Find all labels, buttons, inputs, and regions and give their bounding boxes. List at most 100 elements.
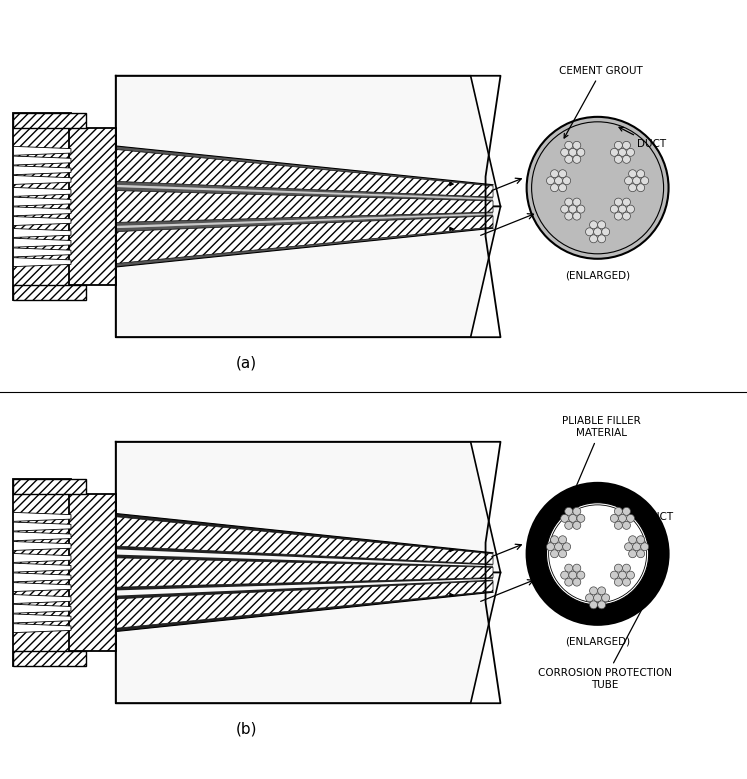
Circle shape [551,550,559,558]
Circle shape [559,170,566,178]
Circle shape [565,155,573,164]
Polygon shape [13,217,71,226]
Circle shape [615,564,622,572]
Text: CORROSION PROTECTION
TUBE: CORROSION PROTECTION TUBE [538,600,672,689]
Circle shape [622,507,630,516]
Circle shape [559,550,566,558]
Circle shape [547,502,648,605]
Text: (ENLARGED): (ENLARGED) [565,271,630,280]
Circle shape [636,170,645,178]
Polygon shape [13,156,71,165]
Circle shape [562,177,571,185]
Circle shape [568,571,577,579]
Circle shape [622,155,630,164]
Polygon shape [13,258,71,266]
Circle shape [577,148,585,157]
Circle shape [641,177,648,185]
Polygon shape [13,207,71,216]
Circle shape [627,148,634,157]
Text: (a): (a) [236,356,257,371]
Bar [69,494,116,651]
Circle shape [601,227,610,236]
Circle shape [586,227,594,236]
Circle shape [622,198,630,206]
Bar [13,479,71,666]
Circle shape [636,184,645,192]
Circle shape [547,177,554,185]
Circle shape [624,177,633,185]
Circle shape [551,184,559,192]
Polygon shape [116,513,493,554]
Circle shape [636,536,645,544]
Circle shape [589,587,598,595]
Text: DUCT: DUCT [619,127,666,149]
Circle shape [610,514,619,523]
Circle shape [619,571,627,579]
Circle shape [577,571,585,579]
Circle shape [561,514,568,523]
Circle shape [610,571,619,579]
Circle shape [559,536,566,544]
Polygon shape [116,206,500,337]
Polygon shape [13,573,71,582]
Circle shape [594,594,601,602]
Polygon shape [116,76,500,206]
Circle shape [598,587,606,595]
Circle shape [610,148,619,157]
Text: DUCT: DUCT [640,505,673,522]
Text: PLIABLE FILLER
MATERIAL: PLIABLE FILLER MATERIAL [562,417,641,499]
Circle shape [589,220,598,229]
Circle shape [622,578,630,586]
Circle shape [615,141,622,150]
Bar [13,285,86,300]
Circle shape [615,507,622,516]
Circle shape [562,543,571,551]
Polygon shape [13,248,71,257]
Polygon shape [13,532,71,541]
Circle shape [554,177,562,185]
Polygon shape [13,594,71,604]
Polygon shape [116,581,493,629]
Circle shape [573,212,580,220]
Polygon shape [116,185,493,199]
Circle shape [594,227,601,236]
Circle shape [589,601,598,609]
Circle shape [547,543,554,551]
Polygon shape [13,188,71,196]
Text: (b): (b) [236,722,257,737]
Circle shape [565,564,573,572]
Circle shape [636,550,645,558]
Polygon shape [116,212,493,226]
Circle shape [532,122,663,254]
Circle shape [629,170,636,178]
Circle shape [622,521,630,530]
Polygon shape [116,215,493,231]
Polygon shape [116,150,493,197]
Circle shape [624,543,633,551]
Circle shape [619,148,627,157]
Polygon shape [116,213,493,228]
Circle shape [622,212,630,220]
Circle shape [629,536,636,544]
Polygon shape [116,191,493,223]
Circle shape [565,141,573,150]
Polygon shape [13,197,71,206]
Circle shape [565,521,573,530]
Text: CEMENT GROUT: CEMENT GROUT [560,65,643,138]
Polygon shape [116,580,493,599]
Circle shape [573,198,580,206]
Polygon shape [13,228,71,238]
Circle shape [622,141,630,150]
Bar [13,651,86,666]
Polygon shape [13,605,71,613]
Circle shape [589,234,598,243]
Circle shape [568,205,577,213]
Circle shape [551,170,559,178]
Polygon shape [116,578,493,590]
Circle shape [561,148,568,157]
Circle shape [619,514,627,523]
Polygon shape [13,614,71,623]
Circle shape [527,117,669,259]
Circle shape [577,514,585,523]
Circle shape [627,205,634,213]
